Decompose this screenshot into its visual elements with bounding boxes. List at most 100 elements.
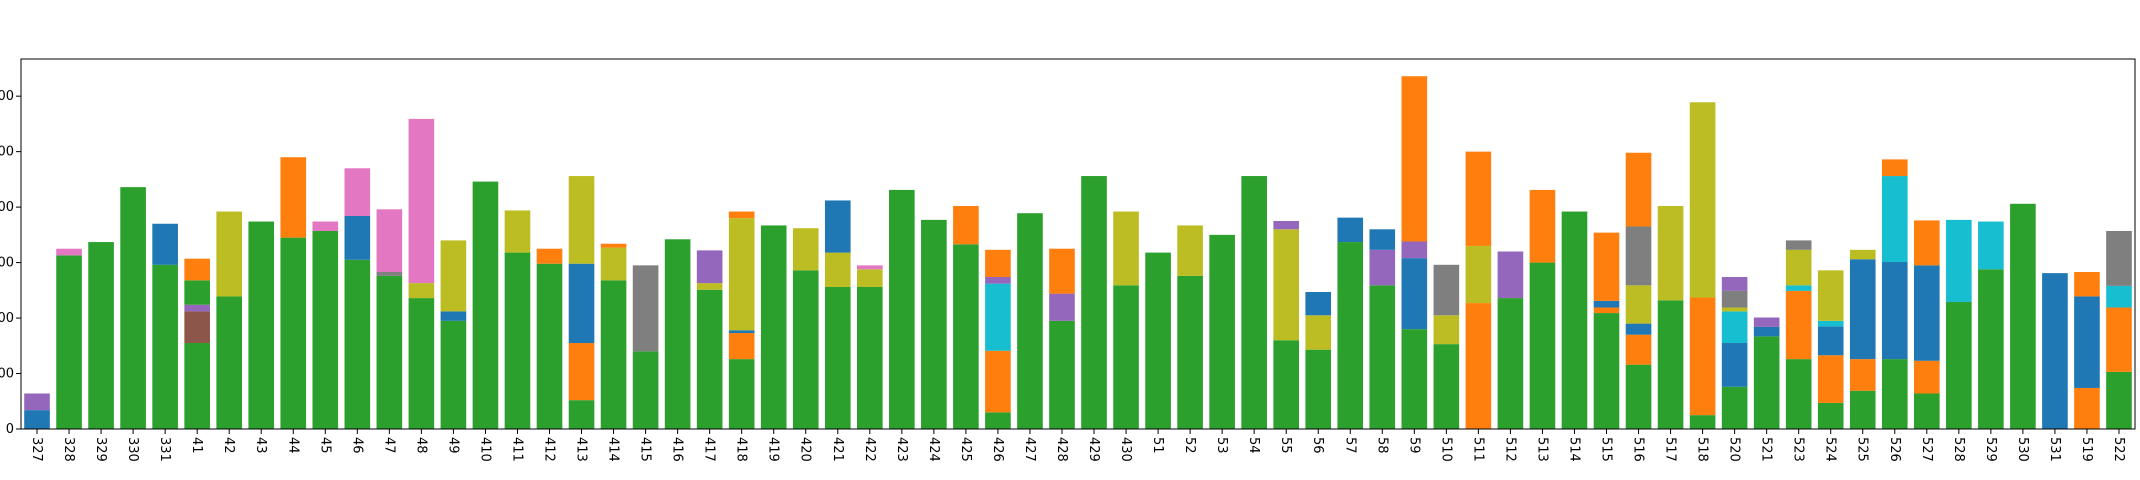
bar-segment	[1946, 219, 1972, 302]
bar-segment	[600, 247, 627, 281]
bar-segment	[664, 239, 691, 429]
x-tick-label: 425	[958, 437, 973, 462]
bar-segment	[1721, 386, 1748, 429]
x-tick-label: 523	[1791, 437, 1806, 462]
bar-segment	[1113, 285, 1139, 429]
bar-segment	[1305, 315, 1332, 350]
bar-segment	[376, 209, 403, 273]
x-tick-label: 510	[1438, 437, 1453, 462]
bar-segment	[824, 286, 851, 429]
bar-segment	[1337, 242, 1364, 429]
bar-segment	[1369, 249, 1396, 286]
bar-segment	[1817, 326, 1844, 356]
bar-segment	[24, 410, 50, 429]
x-tick-label: 531	[2047, 437, 2062, 462]
x-tick-label: 415	[638, 437, 653, 462]
bar-segment	[1849, 249, 1876, 260]
bar-segment	[985, 277, 1011, 284]
x-tick-label: 417	[702, 437, 717, 462]
bar-segment	[1465, 303, 1492, 429]
x-tick-label: 43	[253, 437, 268, 454]
x-tick-label: 45	[317, 437, 332, 454]
y-tick-label: 0	[6, 422, 14, 437]
bar-segment	[1593, 300, 1620, 308]
bar-segment	[1881, 262, 1908, 360]
bar-segment	[1433, 315, 1460, 345]
bar-segment	[2106, 285, 2132, 308]
bar-segment	[376, 275, 403, 429]
bar-segment	[1946, 301, 1972, 429]
bar-segment	[184, 258, 210, 281]
x-tick-label: 526	[1887, 437, 1902, 462]
x-tick-label: 53	[1214, 437, 1229, 454]
bar-segment	[1497, 298, 1524, 429]
bar-segment	[1978, 269, 2004, 429]
x-tick-label: 412	[542, 437, 557, 462]
bar-segment	[504, 210, 531, 253]
bar-segment	[728, 330, 755, 334]
bar-segment	[1817, 320, 1844, 327]
bar-segment	[280, 237, 307, 429]
x-tick-label: 527	[1919, 437, 1934, 462]
bar-segment	[953, 244, 979, 429]
bar-segment	[632, 351, 659, 429]
bar-segment	[184, 343, 210, 429]
bar-segment	[1881, 359, 1908, 429]
bar-segment	[1625, 334, 1652, 365]
bar-segment	[1625, 364, 1652, 429]
bar-segment	[728, 218, 755, 331]
x-tick-label: 330	[125, 437, 140, 462]
bar-segment	[1497, 251, 1524, 299]
x-tick-label: 522	[2111, 437, 2126, 462]
bar-segment	[1657, 206, 1684, 301]
bar-segment	[1401, 241, 1428, 259]
bar-segment	[696, 283, 723, 290]
x-tick-label: 41	[189, 437, 204, 454]
x-tick-label: 413	[574, 437, 589, 462]
bar-segment	[1177, 225, 1203, 276]
x-tick-label: 414	[606, 437, 621, 462]
bar-segment	[824, 200, 851, 253]
bar-segment	[985, 350, 1011, 413]
bar-segment	[1273, 229, 1300, 341]
bar-segment	[856, 269, 883, 287]
x-tick-label: 525	[1855, 437, 1870, 462]
bar-segment	[1753, 336, 1780, 429]
bar-segment	[1625, 285, 1652, 324]
bar-segment	[1049, 248, 1075, 294]
bar-segment	[376, 272, 403, 276]
bar-segment	[1273, 220, 1300, 230]
bar-segment	[953, 206, 979, 245]
x-tick-label: 411	[509, 437, 524, 462]
bar-segment	[1785, 285, 1812, 291]
x-tick-label: 422	[862, 437, 877, 462]
x-tick-label: 421	[830, 437, 845, 462]
x-tick-label: 520	[1727, 437, 1742, 462]
x-tick-label: 424	[926, 437, 941, 462]
bar-segment	[504, 252, 531, 429]
x-tick-label: 51	[1150, 437, 1165, 454]
x-tick-label: 49	[445, 437, 460, 454]
bar-segment	[1049, 320, 1075, 429]
bar-segment	[184, 280, 210, 305]
bar-segment	[536, 248, 563, 264]
bar-segment	[1049, 293, 1075, 321]
bar-segment	[1337, 217, 1364, 243]
bar-segment	[600, 243, 627, 248]
bar-segment	[1753, 326, 1780, 337]
y-tick-label: 00	[0, 89, 14, 104]
bar-segment	[2042, 273, 2068, 429]
y-tick-label: 00	[0, 311, 14, 326]
bar-segment	[1689, 415, 1716, 429]
x-tick-label: 59	[1406, 437, 1421, 454]
bar-segment	[1305, 349, 1332, 429]
bar-segment	[56, 248, 82, 256]
bar-segment	[344, 259, 371, 429]
x-tick-label: 55	[1278, 437, 1293, 454]
bar-segment	[1145, 252, 1171, 429]
x-tick-label: 516	[1631, 437, 1646, 462]
bar-segment	[1849, 390, 1876, 429]
x-tick-label: 54	[1246, 437, 1261, 454]
bar-segment	[1721, 290, 1748, 308]
x-tick-label: 427	[1022, 437, 1037, 462]
